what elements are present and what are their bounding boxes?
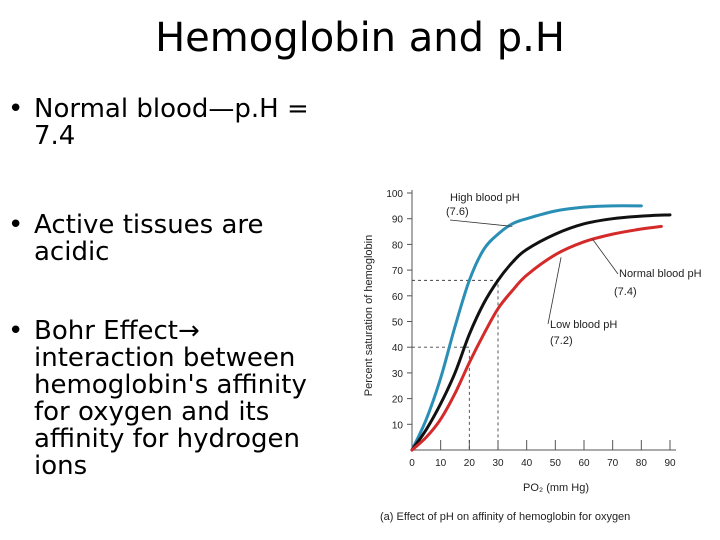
bullet-text: Normal blood—p.H = 7.4	[34, 94, 309, 151]
oxygen-dissociation-figure: 10 20 30 40 50 60 70 80 90 100 0 10 20 30 40 50 60 70 80 90…	[350, 178, 720, 540]
normal-ph-curve	[410, 213, 672, 452]
bohr-effect-definition: interaction between hemoglobin's affinit…	[34, 343, 307, 481]
bullet-marker: •	[8, 316, 24, 346]
high-ph-curve	[410, 204, 643, 452]
normal-ph-value-label: (7.4)	[614, 286, 637, 298]
arrow-right-icon: →	[178, 316, 200, 346]
reference-dashed-line	[412, 346, 470, 450]
low-ph-label: Low blood pH	[550, 319, 617, 331]
figure-caption: (a) Effect of pH on affinity of hemoglob…	[380, 511, 630, 523]
bullet-marker: •	[8, 210, 24, 240]
bohr-effect-lead: Bohr Effect	[34, 316, 179, 346]
y-tick-label: 20	[392, 395, 404, 406]
x-tick-label: 0	[409, 458, 415, 469]
normal-ph-label: Normal blood pH	[619, 268, 702, 280]
high-ph-leader-line	[449, 219, 513, 227]
y-tick-label: 90	[392, 215, 404, 226]
x-tick-label: 40	[521, 458, 533, 469]
y-tick-label: 100	[386, 189, 403, 200]
bullet-bohr-effect: • Bohr Effect→ interaction between hemog…	[6, 318, 346, 480]
high-ph-label: High blood pH	[450, 192, 520, 204]
y-tick-label: 60	[392, 292, 404, 303]
high-ph-value-label: (7.6)	[446, 206, 469, 218]
y-tick-label: 50	[392, 318, 404, 329]
y-tick-label: 80	[392, 240, 404, 251]
y-tick-label: 40	[392, 343, 404, 354]
low-ph-leader-line	[547, 257, 562, 325]
x-tick-label: 10	[435, 458, 447, 469]
x-tick-label: 80	[636, 458, 648, 469]
x-tick-label: 60	[578, 458, 590, 469]
y-tick-label: 30	[392, 369, 404, 380]
bullet-marker: •	[8, 94, 24, 124]
x-tick-label: 50	[550, 458, 562, 469]
x-tick-label: 30	[492, 458, 504, 469]
oxygen-dissociation-chart: 10 20 30 40 50 60 70 80 90 100 0 10 20 30 40 50 60 70 80 90…	[363, 189, 702, 523]
x-tick-label: 20	[464, 458, 476, 469]
y-axis-label: Percent saturation of hemoglobin	[363, 235, 375, 396]
low-ph-curve	[410, 224, 663, 452]
x-tick-label: 90	[664, 458, 676, 469]
bullet-active-tissues: • Active tissues are acidic	[6, 212, 346, 266]
slide-title: Hemoglobin and p.H	[155, 15, 565, 61]
normal-ph-leader-line	[592, 239, 619, 275]
y-tick-label: 70	[392, 266, 404, 277]
bullet-normal-blood: • Normal blood—p.H = 7.4	[6, 96, 346, 150]
bullet-text: Active tissues are acidic	[34, 210, 264, 267]
y-tick-label: 10	[392, 420, 404, 431]
low-ph-value-label: (7.2)	[550, 335, 573, 347]
x-tick-label: 70	[607, 458, 619, 469]
bullet-text-block: Bohr Effect→ interaction between hemoglo…	[34, 318, 346, 480]
x-axis-label: PO₂ (mm Hg)	[523, 482, 589, 494]
